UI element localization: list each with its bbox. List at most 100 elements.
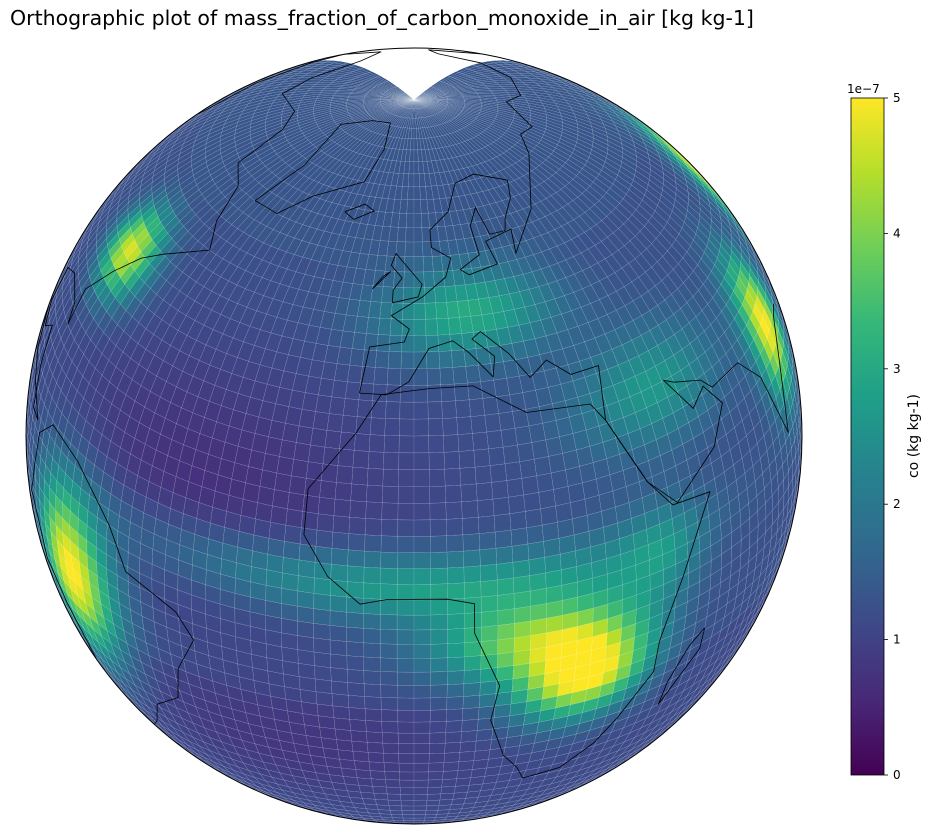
grid-cell xyxy=(447,582,465,600)
grid-cell xyxy=(428,418,444,437)
grid-cell xyxy=(443,434,460,453)
grid-cell xyxy=(380,697,398,711)
grid-cell xyxy=(443,761,460,772)
grid-cell xyxy=(413,199,422,214)
grid-cell xyxy=(316,513,335,533)
grid-cell xyxy=(481,610,499,628)
grid-cell xyxy=(341,414,358,434)
grid-cell xyxy=(428,762,445,773)
grid-cell xyxy=(480,563,498,582)
grid-cell xyxy=(498,411,516,431)
grid-cell xyxy=(413,787,429,795)
grid-cell xyxy=(380,551,398,569)
grid-cell xyxy=(401,810,415,816)
grid-cell xyxy=(427,401,443,420)
grid-cell xyxy=(398,212,408,228)
grid-cell xyxy=(396,568,415,585)
grid-cell xyxy=(429,732,447,744)
grid-cell xyxy=(396,658,415,673)
colorbar-exponent: 1e−7 xyxy=(847,82,880,96)
grid-cell xyxy=(381,485,399,504)
grid-cell xyxy=(497,637,515,655)
grid-cell xyxy=(364,333,379,352)
grid-cell xyxy=(384,418,400,437)
grid-cell xyxy=(541,521,560,542)
grid-cell xyxy=(333,498,351,518)
grid-cell xyxy=(298,663,316,680)
grid-cell xyxy=(304,478,322,498)
grid-cell xyxy=(348,707,366,721)
grid-cell xyxy=(317,496,336,516)
grid-cell xyxy=(413,697,431,711)
grid-cell xyxy=(540,505,558,526)
grid-cell xyxy=(451,349,466,368)
grid-cell xyxy=(493,513,512,533)
grid-cell xyxy=(439,367,455,386)
grid-cell xyxy=(352,750,370,763)
grid-cell xyxy=(457,760,475,771)
grid-cell xyxy=(297,635,315,653)
grid-cell xyxy=(281,572,299,592)
grid-cell xyxy=(413,794,428,801)
grid-cell xyxy=(426,793,442,801)
grid-cell xyxy=(413,256,424,273)
grid-cell xyxy=(430,551,448,569)
grid-cell xyxy=(329,639,348,656)
grid-cell xyxy=(413,227,423,243)
grid-cell xyxy=(386,367,402,386)
grid-cell xyxy=(472,431,489,451)
grid-cell xyxy=(438,799,454,806)
grid-cell xyxy=(447,566,465,584)
grid-cell xyxy=(381,732,399,744)
grid-cell xyxy=(434,286,447,304)
grid-cell xyxy=(346,626,364,644)
grid-cell xyxy=(314,678,333,694)
grid-cell xyxy=(446,534,464,553)
grid-cell xyxy=(413,318,427,336)
grid-cell xyxy=(377,317,392,336)
grid-cell xyxy=(310,427,328,448)
grid-cell xyxy=(386,793,402,801)
grid-cell xyxy=(399,418,415,437)
plot-title: Orthographic plot of mass_fraction_of_ca… xyxy=(10,6,754,30)
grid-cell xyxy=(497,577,515,596)
grid-cell xyxy=(452,366,468,385)
grid-cell xyxy=(455,777,472,787)
grid-cell xyxy=(429,721,447,734)
grid-cell xyxy=(347,695,366,710)
grid-cell xyxy=(379,598,398,616)
grid-cell xyxy=(396,629,415,645)
grid-cell xyxy=(388,226,399,242)
grid-cell xyxy=(430,598,449,616)
grid-cell xyxy=(397,519,415,537)
grid-cell xyxy=(330,579,348,598)
grid-cell xyxy=(298,543,317,563)
grid-cell xyxy=(495,545,514,565)
grid-cell xyxy=(430,697,448,711)
grid-cell xyxy=(322,87,340,91)
grid-cell xyxy=(330,667,348,683)
grid-cell xyxy=(383,435,400,454)
grid-cell xyxy=(473,448,491,468)
grid-cell xyxy=(430,614,448,631)
grid-cell xyxy=(394,256,406,273)
grid-cell xyxy=(427,384,442,403)
grid-cell xyxy=(421,226,432,243)
grid-cell xyxy=(479,547,497,567)
grid-cell xyxy=(305,461,324,481)
grid-cell xyxy=(550,469,569,490)
grid-cell xyxy=(316,703,335,718)
grid-cell xyxy=(402,817,415,821)
grid-cell xyxy=(429,709,447,723)
grid-cell xyxy=(397,709,415,723)
grid-cell xyxy=(413,671,432,686)
grid-cell xyxy=(514,620,531,639)
grid-cell xyxy=(259,469,278,490)
grid-cell xyxy=(413,502,431,521)
grid-cell xyxy=(475,482,494,501)
grid-cell xyxy=(389,318,403,336)
grid-cell xyxy=(461,500,479,519)
grid-cell xyxy=(474,465,492,485)
grid-cell xyxy=(426,351,441,369)
